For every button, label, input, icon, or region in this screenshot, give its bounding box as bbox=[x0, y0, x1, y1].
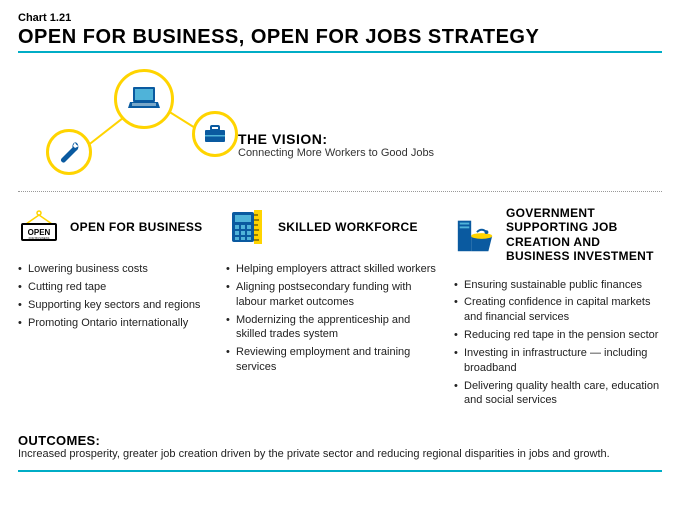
column-government-supporting: GOVERNMENT SUPPORTING JOB CREATION AND B… bbox=[454, 206, 662, 411]
column-title: OPEN FOR BUSINESS bbox=[70, 220, 202, 234]
page-title: OPEN FOR BUSINESS, OPEN FOR JOBS STRATEG… bbox=[18, 26, 662, 53]
list-item: Investing in infrastructure — including … bbox=[454, 346, 662, 376]
svg-text:FOR BUSINESS: FOR BUSINESS bbox=[29, 236, 50, 240]
briefcase-icon bbox=[192, 111, 238, 157]
podium-icon bbox=[454, 214, 496, 256]
list-item: Helping employers attract skilled worker… bbox=[226, 262, 436, 277]
list-item: Promoting Ontario internationally bbox=[18, 316, 208, 331]
list-item: Cutting red tape bbox=[18, 280, 208, 295]
vision-text: THE VISION: Connecting More Workers to G… bbox=[238, 131, 434, 181]
list-item: Modernizing the apprenticeship and skill… bbox=[226, 313, 436, 343]
open-sign-icon: OPEN FOR BUSINESS bbox=[18, 206, 60, 248]
list-item: Ensuring sustainable public finances bbox=[454, 278, 662, 293]
list-item: Aligning postsecondary funding with labo… bbox=[226, 280, 436, 310]
laptop-icon bbox=[114, 69, 174, 129]
vision-subtitle: Connecting More Workers to Good Jobs bbox=[238, 147, 434, 159]
calculator-ruler-icon bbox=[226, 206, 268, 248]
divider bbox=[18, 191, 662, 192]
wrench-icon bbox=[46, 129, 92, 175]
columns: OPEN FOR BUSINESS OPEN FOR BUSINESS Lowe… bbox=[18, 206, 662, 411]
column-title: GOVERNMENT SUPPORTING JOB CREATION AND B… bbox=[506, 206, 662, 264]
list-item: Reviewing employment and training servic… bbox=[226, 345, 436, 375]
vision-icon-cluster bbox=[18, 61, 238, 181]
list-item: Delivering quality health care, educatio… bbox=[454, 379, 662, 409]
vision-heading: THE VISION: bbox=[238, 131, 434, 147]
list-item: Supporting key sectors and regions bbox=[18, 298, 208, 313]
list-item: Reducing red tape in the pension sector bbox=[454, 328, 662, 343]
column-title: SKILLED WORKFORCE bbox=[278, 220, 418, 234]
column-open-for-business: OPEN FOR BUSINESS OPEN FOR BUSINESS Lowe… bbox=[18, 206, 208, 411]
outcomes-section: OUTCOMES: Increased prosperity, greater … bbox=[18, 433, 662, 460]
outcomes-text: Increased prosperity, greater job creati… bbox=[18, 448, 662, 460]
outcomes-heading: OUTCOMES: bbox=[18, 433, 662, 448]
list-item: Creating confidence in capital markets a… bbox=[454, 295, 662, 325]
bullet-list: Helping employers attract skilled worker… bbox=[226, 262, 436, 375]
bullet-list: Ensuring sustainable public finances Cre… bbox=[454, 278, 662, 409]
column-skilled-workforce: SKILLED WORKFORCE Helping employers attr… bbox=[226, 206, 436, 411]
chart-label: Chart 1.21 bbox=[18, 12, 662, 24]
bullet-list: Lowering business costs Cutting red tape… bbox=[18, 262, 208, 330]
vision-section: THE VISION: Connecting More Workers to G… bbox=[18, 61, 662, 181]
list-item: Lowering business costs bbox=[18, 262, 208, 277]
bottom-rule bbox=[18, 470, 662, 472]
